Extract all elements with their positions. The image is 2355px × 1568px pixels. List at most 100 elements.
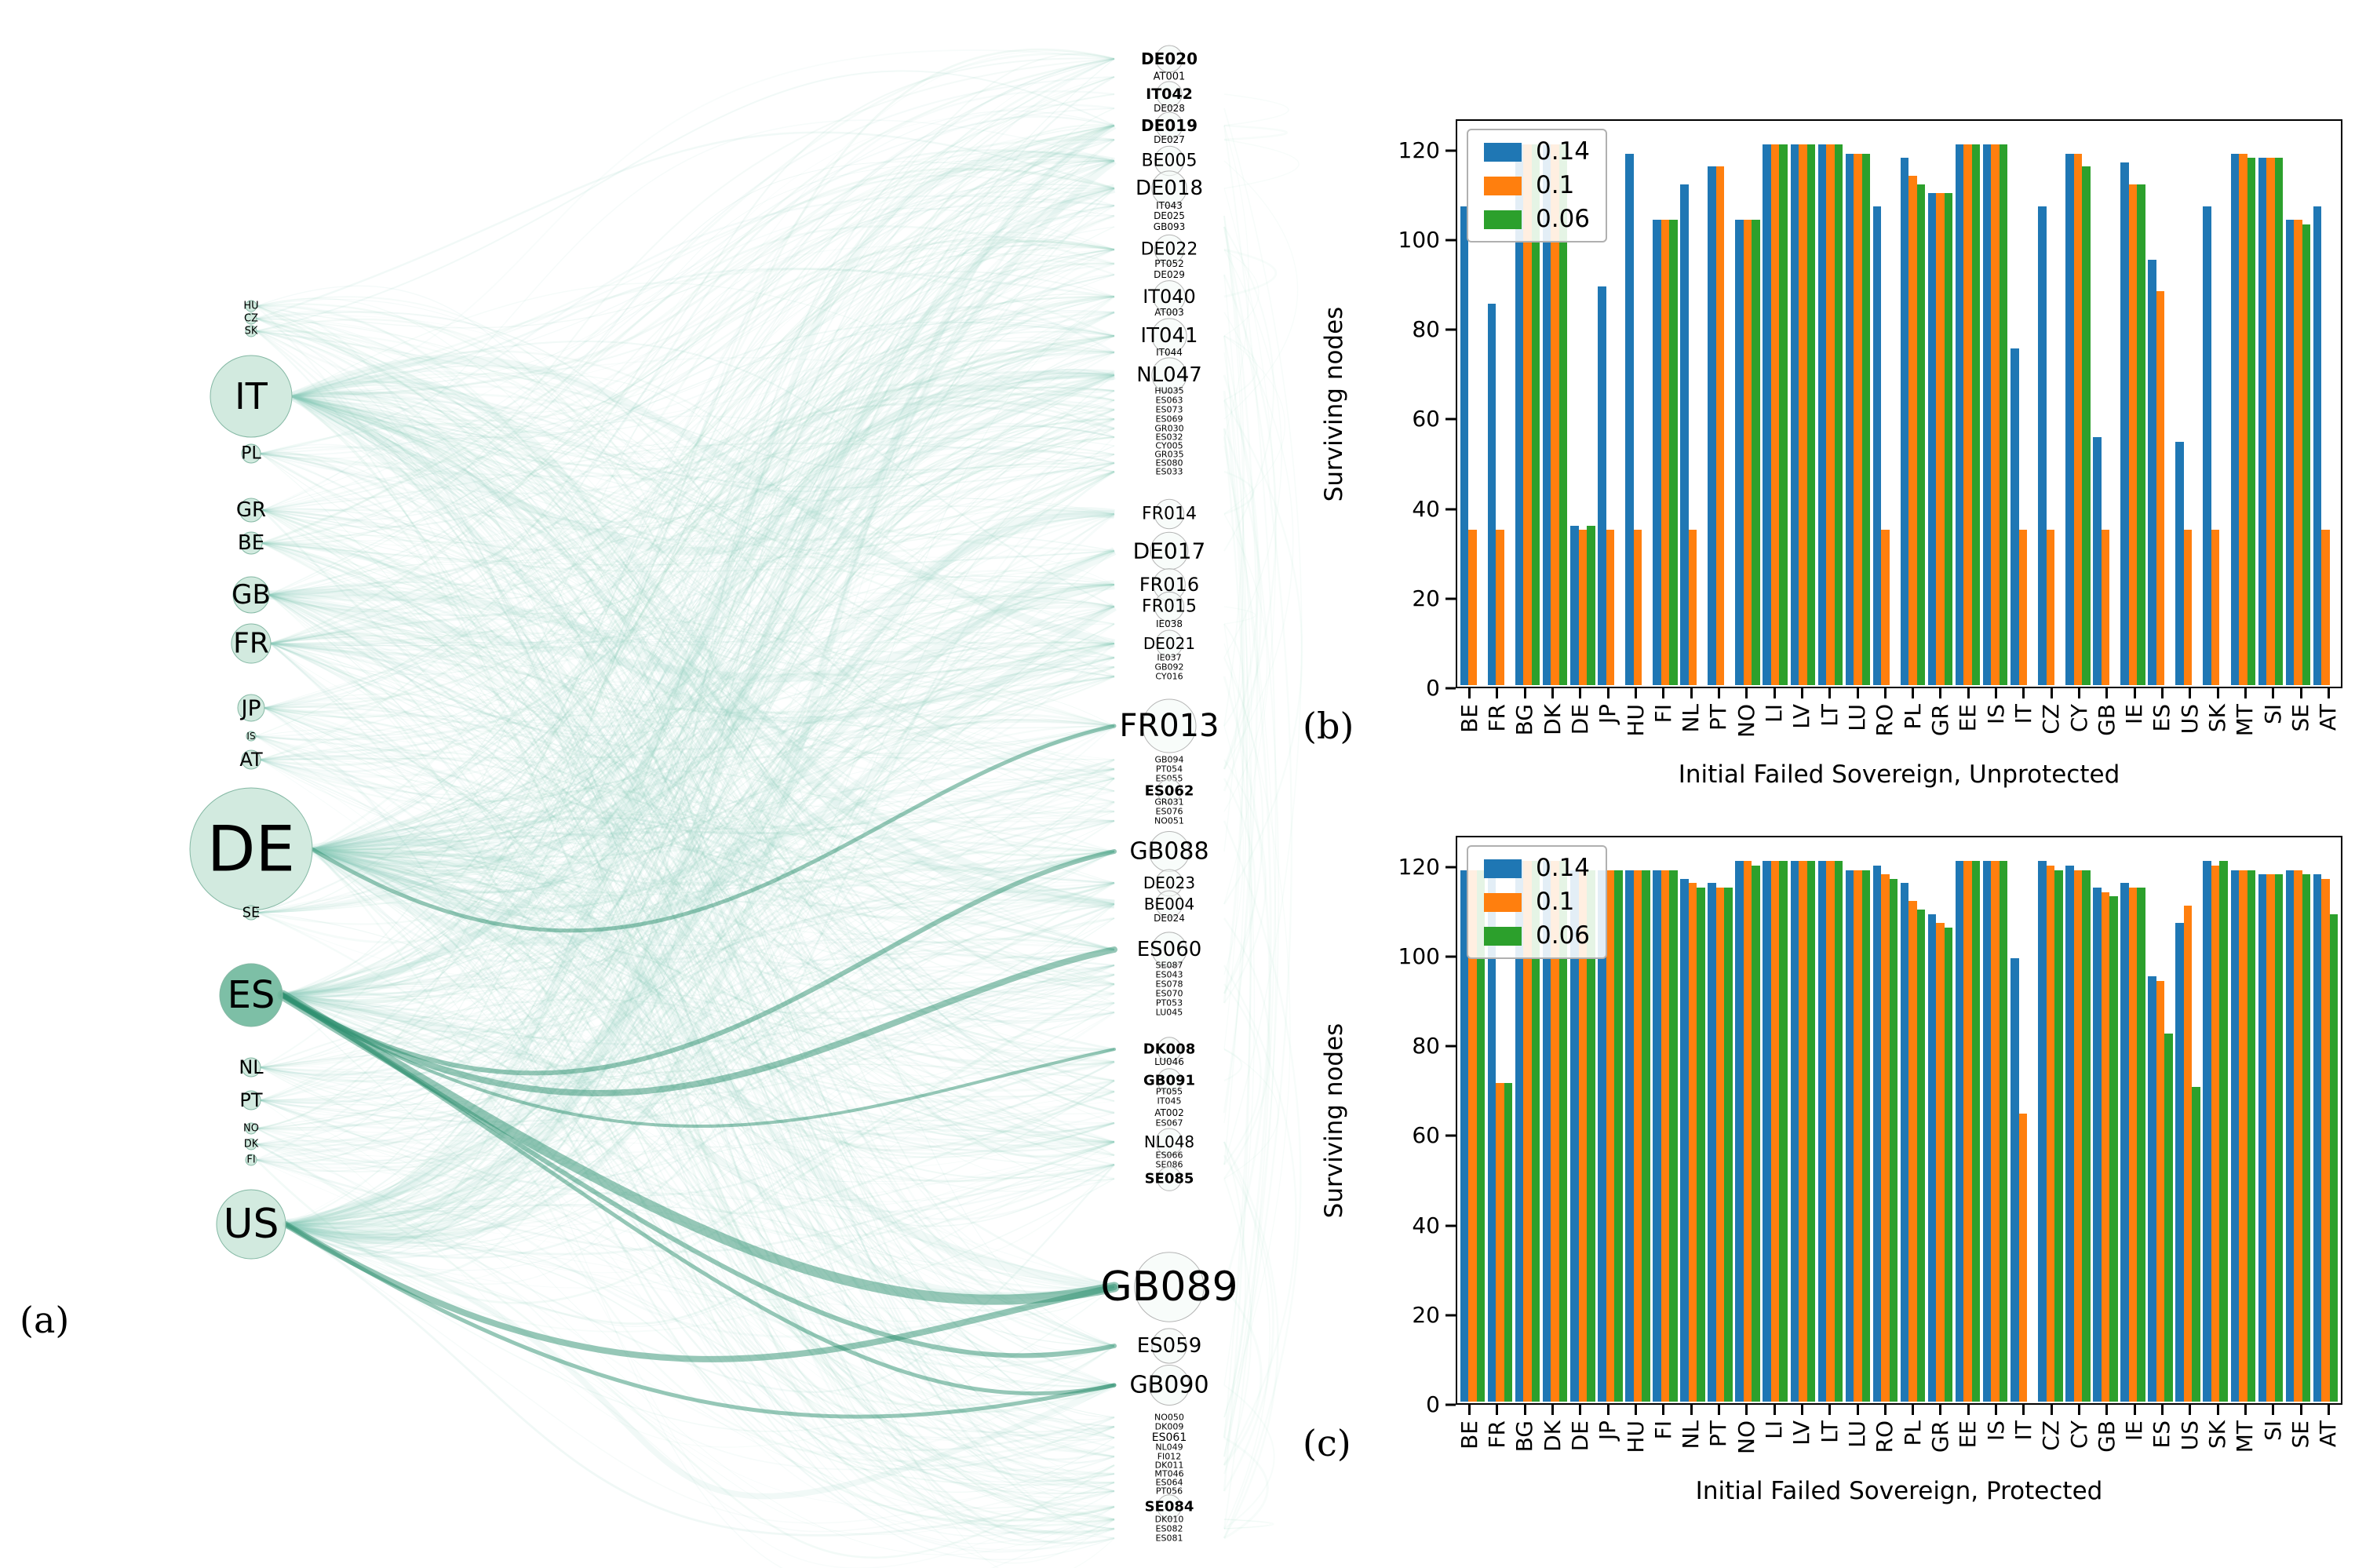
network-edge <box>282 403 1115 996</box>
network-edge <box>262 509 1115 783</box>
network-edge <box>285 719 1115 1226</box>
sovereign-label-gr: GR <box>236 498 266 522</box>
network-edge <box>270 389 1115 647</box>
network-edge <box>270 642 1115 1016</box>
bank-label-gb092: GB092 <box>1154 662 1183 673</box>
bar-group-sk <box>2202 122 2229 685</box>
network-edge <box>264 707 1115 1052</box>
bank-label-gr031: GR031 <box>1154 797 1183 808</box>
network-edge <box>256 1102 1115 1156</box>
network-edge <box>282 811 1115 1078</box>
bar-0.06-cz <box>2054 870 2063 1402</box>
network-edge <box>285 606 1115 1227</box>
network-edge <box>256 318 1115 857</box>
sovereign-label-nl: NL <box>239 1056 264 1078</box>
x-tick-mt: MT <box>2232 688 2259 738</box>
network-edge <box>261 534 1115 1004</box>
y-tick-mark <box>1445 1403 1456 1406</box>
network-edge <box>285 1223 1115 1524</box>
network-edge <box>312 584 1115 859</box>
network-edge <box>285 1060 1115 1256</box>
network-edge-highlight-de-fr013 <box>310 724 1117 933</box>
network-edge <box>260 801 1115 1106</box>
network-edge <box>291 374 1115 521</box>
network-edge-highlight-es-gb089 <box>277 990 1120 1305</box>
bar-0.14-mt <box>2230 153 2240 685</box>
network-edge <box>312 657 1115 868</box>
network-edge <box>312 830 1115 853</box>
bank-label-de018: DE018 <box>1136 177 1203 200</box>
network-edge <box>257 386 1115 914</box>
network-edge <box>260 274 1115 796</box>
bar-0.14-bg <box>1515 144 1524 685</box>
x-tick-se: SE <box>2287 1405 2314 1454</box>
network-edge-right <box>1223 390 1245 1004</box>
y-tick-label: 60 <box>1412 406 1440 432</box>
network-edge-right <box>1223 436 1272 1439</box>
network-edge <box>312 311 1115 855</box>
x-tick-label: LV <box>1788 704 1815 729</box>
bar-0.1-se <box>2294 870 2302 1402</box>
bar-0.14-be <box>1460 206 1469 685</box>
bank-label-es060: ES060 <box>1137 938 1202 961</box>
y-tick-mark <box>1445 149 1456 152</box>
network-edge <box>312 108 1115 869</box>
network-edge <box>262 239 1115 512</box>
network-edge <box>312 673 1115 851</box>
network-edge <box>268 585 1115 1439</box>
bar-0.1-lt <box>1826 861 1835 1402</box>
network-edge <box>285 643 1115 1228</box>
legend-swatch-icon <box>1484 176 1522 195</box>
network-edge <box>312 848 1115 1004</box>
sovereign-node-hu <box>245 300 257 312</box>
network-edge <box>312 427 1115 854</box>
network-edge <box>312 848 1115 1493</box>
sovereign-bank-network: HUCZSKITPLGRBEGBFRJPISATDESEESNLPTNODKFI… <box>189 45 1272 1564</box>
network-edge <box>291 396 1115 520</box>
network-edge-thick <box>284 122 1117 1244</box>
network-edge <box>256 811 1115 1158</box>
network-edge-right <box>1223 428 1252 1492</box>
network-edge <box>312 848 1115 1512</box>
network-edge <box>268 370 1115 596</box>
network-edge <box>291 395 1115 1544</box>
bar-0.14-fr <box>1487 304 1496 685</box>
network-edge <box>261 542 1115 1564</box>
bank-label-nl047: NL047 <box>1136 363 1202 387</box>
network-edge <box>270 618 1115 951</box>
bar-0.1-ee <box>1963 144 1972 685</box>
sovereign-label-pl: PL <box>241 444 261 464</box>
network-edge <box>285 594 1115 1225</box>
network-edge <box>282 605 1115 997</box>
network-edge-right <box>1223 374 1260 770</box>
x-tick-lt: LT <box>1816 688 1843 738</box>
bar-0.06-lu <box>1861 153 1871 685</box>
bank-label-es067: ES067 <box>1156 1118 1183 1129</box>
network-edge <box>268 593 1115 1536</box>
network-edge <box>264 697 1115 1143</box>
network-edge <box>268 312 1115 701</box>
bank-label-nl048: NL048 <box>1144 1132 1194 1151</box>
network-edge <box>260 453 1115 891</box>
network-edge <box>257 418 1115 925</box>
network-edge <box>291 396 1115 737</box>
network-edge <box>256 949 1115 1129</box>
network-edge <box>312 848 1115 1148</box>
network-edge <box>255 295 1115 738</box>
bar-group-is <box>1981 122 2009 685</box>
network-edge <box>270 643 1115 1136</box>
network-edge <box>282 759 1115 1030</box>
bar-0.14-si <box>2258 158 2267 685</box>
network-edge <box>270 461 1115 645</box>
network-edge <box>291 394 1115 677</box>
network-edge <box>291 396 1115 613</box>
network-edge <box>270 636 1115 1157</box>
bar-0.14-gr <box>1927 193 1937 685</box>
sovereign-label-fi: FI <box>246 1154 255 1166</box>
network-edge <box>260 453 1115 646</box>
x-tick-label: JP <box>1595 704 1621 724</box>
bank-label-se086: SE086 <box>1156 1160 1183 1170</box>
network-edge <box>282 816 1115 996</box>
x-tick-ie: IE <box>2121 688 2149 738</box>
network-edge <box>260 1099 1115 1555</box>
